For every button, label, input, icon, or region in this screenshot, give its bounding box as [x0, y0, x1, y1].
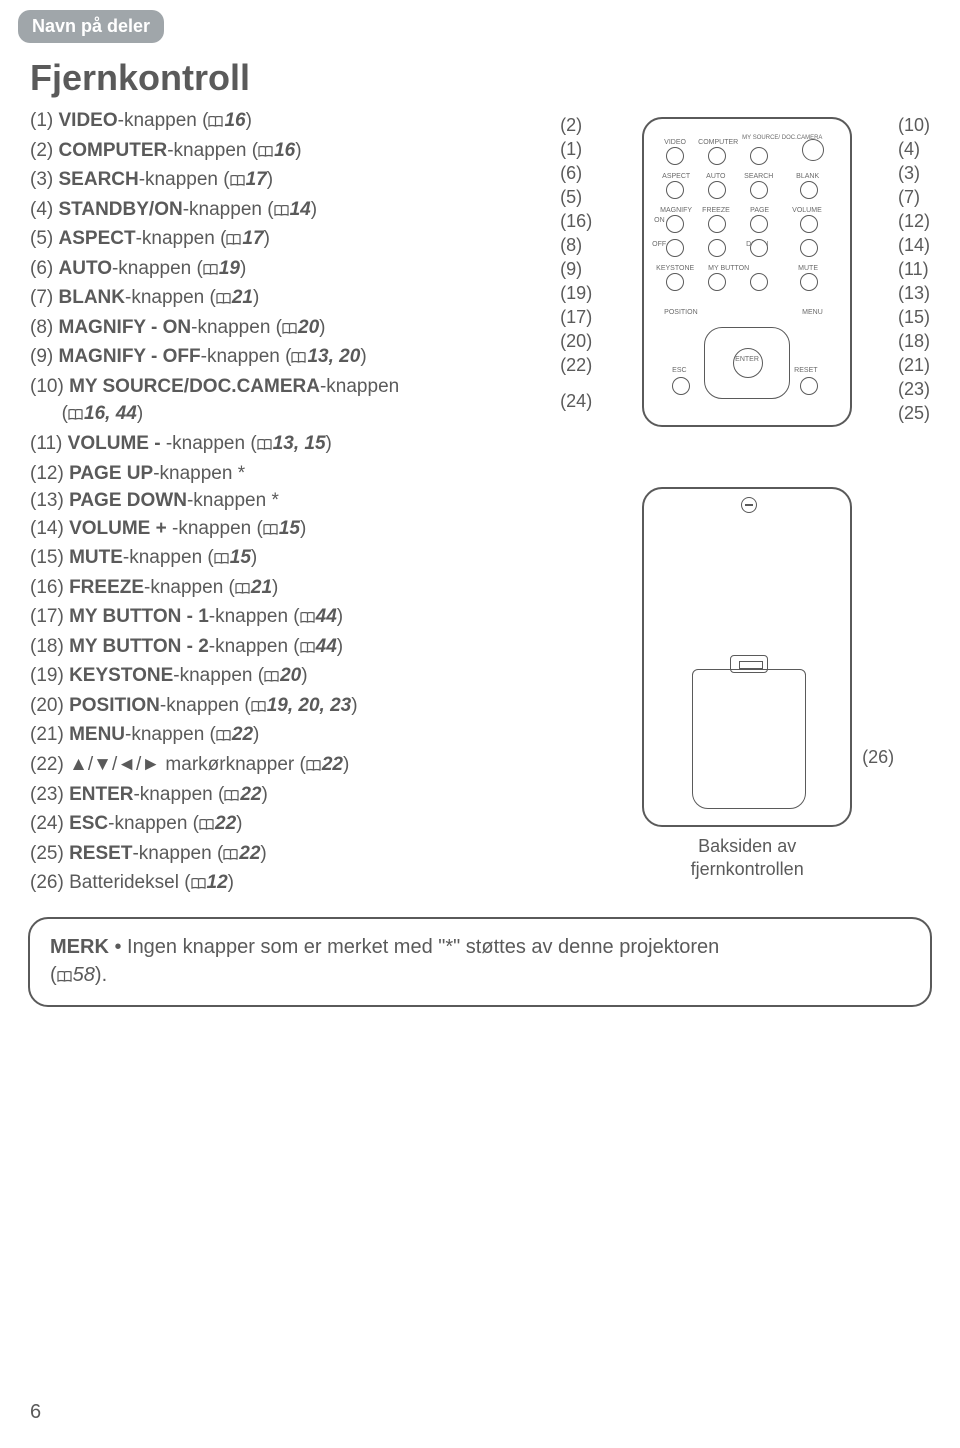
btn-label: VOLUME — [792, 207, 822, 214]
list-item: (5) ASPECT-knappen (17) — [30, 225, 554, 255]
book-icon — [57, 963, 72, 991]
callout-label: (4) — [898, 137, 930, 161]
callout-label: (16) — [560, 209, 592, 233]
callouts-right: (10)(4)(3)(7)(12)(14)(11)(13)(15)(18)(21… — [898, 113, 930, 425]
btn-label: MENU — [802, 309, 823, 316]
callout-label: (10) — [898, 113, 930, 137]
back-caption-line: Baksiden av — [698, 836, 796, 856]
btn-label: ASPECT — [662, 173, 690, 180]
btn-label: FREEZE — [702, 207, 730, 214]
list-item: (2) COMPUTER-knappen (16) — [30, 137, 554, 167]
back-caption-line: fjernkontrollen — [691, 859, 804, 879]
dpad: ENTER — [704, 327, 790, 399]
callout-label: (12) — [898, 209, 930, 233]
btn-label: MAGNIFY — [660, 207, 692, 214]
list-item: (12) PAGE UP-knappen * — [30, 460, 554, 488]
btn-label: BLANK — [796, 173, 819, 180]
btn-label: OFF — [652, 241, 666, 248]
callout-label: (15) — [898, 305, 930, 329]
list-item: (26) Batterideksel (12) — [30, 869, 554, 899]
callout-label: (13) — [898, 281, 930, 305]
page-number: 6 — [30, 1401, 41, 1424]
btn-label: ON — [654, 217, 665, 224]
list-item: (11) VOLUME - -knappen (13, 15) — [30, 430, 554, 460]
btn-label: POSITION — [664, 309, 697, 316]
btn-label: AUTO — [706, 173, 725, 180]
btn-label: RESET — [794, 367, 817, 374]
note-box: MERK • Ingen knapper som er merket med "… — [28, 917, 932, 1007]
btn-label: MY SOURCE/ DOC.CAMERA — [742, 135, 792, 141]
btn-label: ENTER — [735, 356, 759, 363]
btn-label: SEARCH — [744, 173, 773, 180]
callout-label: (21) — [898, 353, 930, 377]
page-title: Fjernkontroll — [30, 57, 960, 99]
list-item: (1) VIDEO-knappen (16) — [30, 107, 554, 137]
list-item: (22) ▲/▼/◄/► markørknapper (22) — [30, 751, 554, 781]
note-page: 58 — [73, 964, 95, 986]
callout-label: (20) — [560, 329, 592, 353]
battery-cover — [692, 669, 806, 809]
callout-label: (2) — [560, 113, 592, 137]
callout-label: (18) — [898, 329, 930, 353]
list-item: (7) BLANK-knappen (21) — [30, 284, 554, 314]
list-item: (25) RESET-knappen (22) — [30, 840, 554, 870]
callout-26: (26) — [862, 747, 894, 768]
list-item: (15) MUTE-knappen (15) — [30, 544, 554, 574]
callout-label: (23) — [898, 377, 930, 401]
list-item: (8) MAGNIFY - ON-knappen (20) — [30, 314, 554, 344]
callout-label: (7) — [898, 185, 930, 209]
list-item: (21) MENU-knappen (22) — [30, 721, 554, 751]
callout-label: (5) — [560, 185, 592, 209]
list-item: (13) PAGE DOWN-knappen * — [30, 487, 554, 515]
btn-label: MUTE — [798, 265, 818, 272]
parts-list: (1) VIDEO-knappen (16)(2) COMPUTER-knapp… — [30, 107, 554, 899]
section-tab: Navn på deler — [18, 10, 164, 43]
callout-label: (19) — [560, 281, 592, 305]
list-item: (9) MAGNIFY - OFF-knappen (13, 20) — [30, 343, 554, 373]
list-item: (3) SEARCH-knappen (17) — [30, 166, 554, 196]
standby-button — [802, 139, 824, 161]
callout-label: (22) — [560, 353, 592, 377]
back-caption: Baksiden av fjernkontrollen — [642, 835, 852, 882]
callout-label — [560, 377, 592, 389]
diagram-column: (2)(1)(6)(5)(16)(8)(9)(19)(17)(20)(22) (2… — [554, 107, 930, 899]
list-item: (4) STANDBY/ON-knappen (14) — [30, 196, 554, 226]
btn-label: PAGE — [750, 207, 769, 214]
list-item: (23) ENTER-knappen (22) — [30, 781, 554, 811]
callout-label: (25) — [898, 401, 930, 425]
btn-label: ESC — [672, 367, 686, 374]
list-item: (19) KEYSTONE-knappen (20) — [30, 662, 554, 692]
btn-label: COMPUTER — [698, 139, 738, 146]
callout-label: (1) — [560, 137, 592, 161]
callout-label: (8) — [560, 233, 592, 257]
callout-label: (6) — [560, 161, 592, 185]
list-item: (18) MY BUTTON - 2-knappen (44) — [30, 633, 554, 663]
list-item: (14) VOLUME + -knappen (15) — [30, 515, 554, 545]
list-item: (17) MY BUTTON - 1-knappen (44) — [30, 603, 554, 633]
list-item: (20) POSITION-knappen (19, 20, 23) — [30, 692, 554, 722]
callout-label: (14) — [898, 233, 930, 257]
note-text: • Ingen knapper som er merket med "*" st… — [109, 936, 719, 958]
remote-back-diagram: (26) — [642, 487, 852, 827]
callout-label: (9) — [560, 257, 592, 281]
callout-label: (24) — [560, 389, 592, 413]
list-item: (6) AUTO-knappen (19) — [30, 255, 554, 285]
callouts-left: (2)(1)(6)(5)(16)(8)(9)(19)(17)(20)(22) (2… — [560, 113, 592, 413]
list-item: (10) MY SOURCE/DOC.CAMERA-knappen (16, 4… — [30, 373, 554, 430]
btn-label: KEYSTONE — [656, 265, 694, 272]
remote-back-wrap: (26) Baksiden av fjernkontrollen — [642, 487, 852, 882]
callout-label: (3) — [898, 161, 930, 185]
list-item: (16) FREEZE-knappen (21) — [30, 574, 554, 604]
note-prefix: MERK — [50, 936, 109, 958]
callout-label: (11) — [898, 257, 930, 281]
content-area: (1) VIDEO-knappen (16)(2) COMPUTER-knapp… — [0, 107, 960, 899]
btn-label: VIDEO — [664, 139, 686, 146]
btn-label: MY BUTTON — [708, 265, 749, 272]
callout-label: (17) — [560, 305, 592, 329]
remote-front-diagram: VIDEO COMPUTER MY SOURCE/ DOC.CAMERA ASP… — [642, 117, 852, 427]
screw-icon — [741, 497, 757, 513]
list-item: (24) ESC-knappen (22) — [30, 810, 554, 840]
